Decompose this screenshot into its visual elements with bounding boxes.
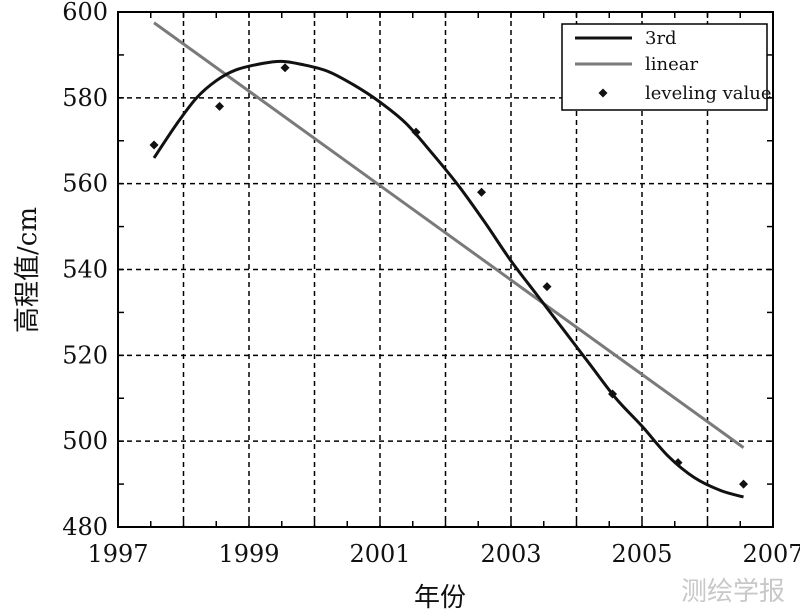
- y-tick-label: 600: [62, 0, 108, 26]
- y-tick-label: 540: [62, 256, 108, 284]
- x-tick-label: 1999: [218, 540, 279, 568]
- legend-label-linear: linear: [645, 54, 698, 75]
- legend: 3rd linear leveling value: [561, 23, 771, 111]
- data-point: [215, 101, 225, 111]
- y-axis-label: 高程值/cm: [13, 207, 43, 333]
- data-point: [411, 127, 421, 137]
- data-point: [149, 140, 159, 150]
- data-point: [673, 458, 683, 468]
- legend-label-3rd: 3rd: [645, 28, 677, 49]
- axes: 1997 1999 2001 2003 2005 2007 480 500 520 540 560 5…: [62, 0, 800, 568]
- legend-label-leveling-value: leveling value: [645, 83, 771, 104]
- series-layer: [149, 21, 749, 499]
- y-tick-label: 580: [62, 84, 108, 112]
- y-tick-label: 500: [62, 427, 108, 455]
- y-tick-label: 480: [62, 513, 108, 541]
- x-tick-label: 2003: [480, 540, 541, 568]
- data-point: [739, 479, 749, 489]
- data-point: [608, 389, 618, 399]
- x-tick-label: 2005: [611, 540, 672, 568]
- x-tick-label: 2001: [349, 540, 410, 568]
- data-point: [542, 282, 552, 292]
- x-tick-label: 1997: [87, 540, 148, 568]
- y-tick-label: 520: [62, 341, 108, 369]
- watermark: 测绘学报: [681, 577, 785, 607]
- x-tick-label: 2007: [742, 540, 800, 568]
- data-point: [280, 63, 290, 73]
- series-line-3rd: [152, 59, 744, 499]
- legend-swatch-leveling-value: [598, 88, 608, 98]
- x-axis-label: 年份: [414, 583, 466, 612]
- data-point: [477, 187, 487, 197]
- y-tick-label: 560: [62, 170, 108, 198]
- series-line-linear: [153, 21, 745, 449]
